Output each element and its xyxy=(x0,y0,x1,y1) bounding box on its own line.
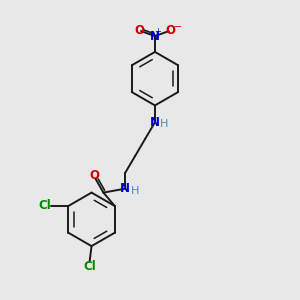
Text: N: N xyxy=(150,30,160,43)
Text: −: − xyxy=(174,22,182,32)
Text: Cl: Cl xyxy=(38,200,51,212)
Text: H: H xyxy=(160,119,168,129)
Text: Cl: Cl xyxy=(83,260,96,273)
Text: O: O xyxy=(89,169,100,182)
Text: H: H xyxy=(131,186,139,196)
Text: N: N xyxy=(120,182,130,195)
Text: N: N xyxy=(150,116,160,129)
Text: +: + xyxy=(154,27,161,36)
Text: O: O xyxy=(166,24,176,37)
Text: O: O xyxy=(134,24,144,37)
